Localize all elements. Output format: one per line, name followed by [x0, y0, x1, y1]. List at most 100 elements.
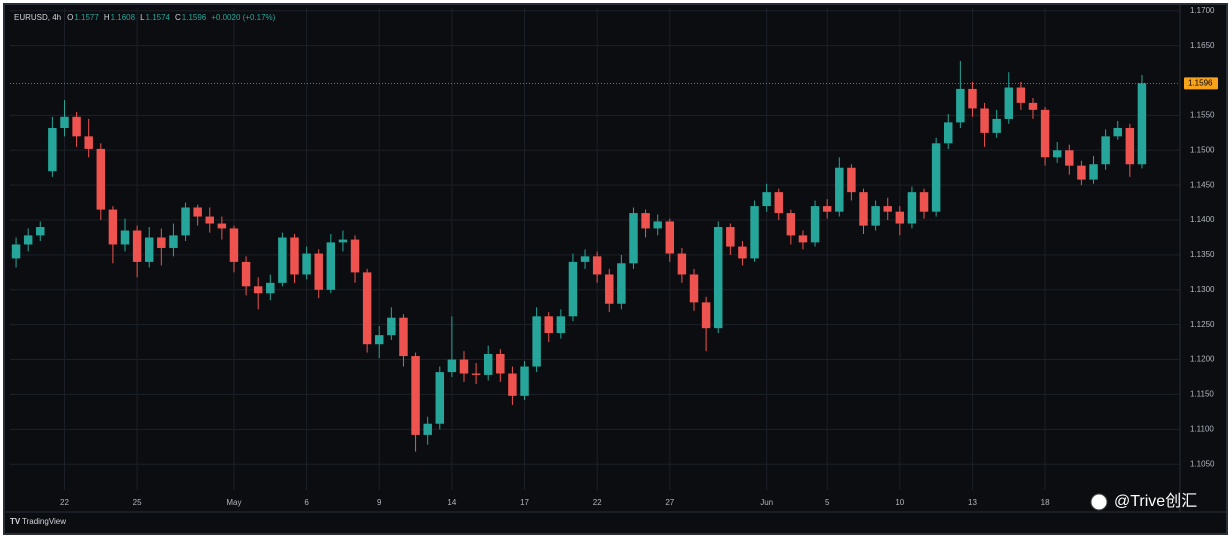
candle-body — [532, 316, 541, 367]
candle-body — [302, 253, 311, 275]
candle-body — [1052, 150, 1062, 158]
candle-body — [36, 227, 45, 236]
candle-body — [1089, 164, 1098, 180]
candle-body — [835, 167, 844, 212]
brand: TradingView — [22, 517, 66, 526]
candle-body — [169, 235, 178, 248]
candle-body — [713, 227, 723, 329]
candle-body — [750, 206, 759, 259]
candle-body — [665, 221, 675, 254]
candle-body — [895, 211, 905, 224]
candle-body — [157, 237, 166, 248]
candle-body — [701, 302, 711, 329]
candle-body — [362, 272, 372, 345]
candle-body — [907, 192, 917, 224]
last-price-box — [1184, 77, 1218, 90]
brand-logo: TV — [10, 517, 21, 526]
candle-body — [786, 213, 796, 236]
candle-body — [1125, 127, 1135, 165]
candle-body — [23, 235, 33, 245]
watermark-icon — [1090, 493, 1108, 511]
candle-body — [520, 366, 529, 396]
watermark: @Trive创汇 — [1114, 492, 1197, 510]
candle-body — [278, 237, 287, 283]
legend-value: 1.1608 — [111, 13, 136, 22]
y-tick-label: 1.1350 — [1190, 250, 1215, 259]
candle-body — [580, 256, 590, 262]
x-tick-label: 6 — [304, 498, 309, 507]
candle-body — [350, 239, 360, 273]
y-tick-label: 1.1400 — [1190, 215, 1215, 224]
y-tick-label: 1.1050 — [1190, 459, 1215, 468]
candle-body — [919, 192, 929, 212]
candle-body — [822, 206, 832, 212]
candle-body — [253, 286, 263, 294]
x-tick-label: Jun — [760, 498, 773, 507]
candle-body — [181, 207, 190, 236]
candle-body — [1028, 102, 1038, 110]
candle-body — [677, 253, 687, 275]
candle-body — [629, 213, 638, 264]
candle-body — [96, 148, 106, 210]
candle-body — [241, 261, 251, 287]
candle-body — [120, 230, 130, 245]
candle-body — [1004, 87, 1014, 119]
candle-body — [726, 227, 735, 247]
candle-body — [1113, 127, 1122, 137]
candle-body — [60, 116, 69, 128]
candle-body — [568, 261, 578, 317]
candle-body — [338, 239, 348, 243]
y-tick-label: 1.1650 — [1190, 41, 1215, 50]
candle-body — [798, 235, 808, 243]
candle-body — [471, 373, 481, 375]
candle-body — [883, 206, 892, 212]
candle-body — [326, 242, 336, 290]
candle-body — [774, 192, 783, 214]
candle-body — [544, 316, 553, 334]
x-tick-label: May — [226, 498, 241, 507]
candle-body — [11, 244, 21, 259]
candle-body — [229, 228, 239, 262]
legend-change: +0.0020 (+0.17%) — [211, 13, 275, 22]
x-tick-label: 10 — [895, 498, 904, 507]
legend-key: C — [175, 13, 181, 22]
candle-body — [205, 216, 214, 224]
candle-body — [592, 256, 602, 275]
candle-body — [1040, 109, 1050, 158]
candle-body — [483, 353, 493, 375]
x-tick-label: 17 — [520, 498, 529, 507]
legend-value: 1.1577 — [74, 13, 99, 22]
candle-body — [992, 118, 1001, 133]
y-tick-label: 1.1300 — [1190, 285, 1215, 294]
candle-body — [411, 356, 420, 435]
legend-key: H — [104, 13, 110, 22]
y-tick-label: 1.1150 — [1190, 390, 1214, 399]
y-tick-label: 1.1550 — [1190, 111, 1215, 120]
x-tick-label: 14 — [447, 498, 456, 507]
candle-body — [72, 116, 81, 137]
last-price-label: 1.1596 — [1188, 78, 1213, 87]
chart-background — [5, 5, 1226, 533]
candle-body — [859, 192, 868, 226]
candle-body — [48, 127, 57, 172]
x-tick-label: 25 — [133, 498, 142, 507]
candle-body — [617, 263, 626, 304]
candle-body — [738, 246, 747, 259]
candle-body — [556, 316, 566, 334]
candle-body — [653, 221, 662, 229]
candle-body — [1016, 87, 1026, 103]
candle-body — [375, 335, 384, 345]
candle-body — [1101, 136, 1110, 165]
candle-body — [217, 223, 227, 229]
legend-symbol: EURUSD, 4h — [14, 13, 61, 22]
candle-body — [435, 372, 445, 424]
candle-body — [193, 207, 202, 217]
candle-body — [423, 423, 432, 435]
candle-body — [387, 317, 396, 336]
x-tick-label: 9 — [377, 498, 382, 507]
y-tick-label: 1.1100 — [1190, 424, 1214, 433]
candle-body — [968, 88, 977, 109]
candle-body — [956, 88, 965, 123]
x-tick-label: 13 — [968, 498, 977, 507]
